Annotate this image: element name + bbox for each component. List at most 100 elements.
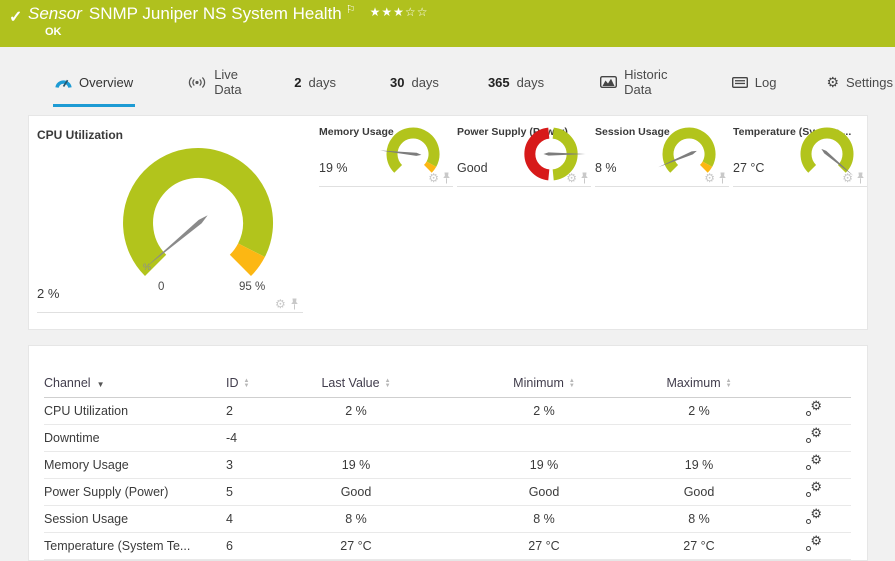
gear-icon[interactable]: ⚙ [842, 171, 853, 185]
pin-icon[interactable] [442, 172, 451, 184]
gauge-tile-memory[interactable]: Memory Usage 19 % ⚙ [319, 116, 453, 206]
broadcast-icon [187, 76, 207, 89]
edit-channel-icon[interactable]: ⚙ [805, 425, 822, 443]
cpu-gauge-arc [123, 147, 273, 277]
sort-desc-icon: ▼ [96, 380, 105, 390]
channel-name[interactable]: Memory Usage [44, 451, 226, 479]
edit-channel-icon[interactable]: ⚙ [805, 480, 822, 497]
priority-stars[interactable]: ★★★☆☆ [369, 5, 429, 19]
tab-label: days [308, 74, 336, 90]
gauge-value: Good [457, 161, 488, 175]
sensor-header: ✓ Sensor SNMP Juniper NS System Health ⚐… [0, 0, 895, 47]
channel-id: 6 [226, 532, 294, 560]
tab-365-days[interactable]: 365 days [486, 60, 546, 107]
small-gear-icon [806, 411, 811, 416]
gear-icon[interactable]: ⚙ [566, 171, 577, 185]
channel-id: 4 [226, 505, 294, 533]
small-gear-icon [806, 519, 811, 524]
tab-overview[interactable]: Overview [53, 60, 136, 107]
gauge-title: Session Usage [595, 126, 670, 138]
cell-spacer [418, 424, 466, 452]
tab-live-data[interactable]: Live Data [185, 60, 256, 107]
gauge-icon [55, 77, 72, 88]
gauge-tile-temperature[interactable]: Temperature (System ... 27 °C ⚙ [733, 116, 867, 206]
channel-name[interactable]: Downtime [44, 424, 226, 452]
channel-name[interactable]: Power Supply (Power) [44, 478, 226, 506]
tile-divider [733, 186, 867, 187]
pin-icon[interactable] [856, 172, 865, 184]
memory-gauge-arc [386, 127, 440, 173]
sort-icon: ▲ ▼ [568, 377, 575, 389]
session-gauge-arc [662, 127, 716, 173]
pin-icon[interactable] [718, 172, 727, 184]
edit-channel-icon[interactable]: ⚙ [805, 399, 822, 416]
tab-2-days[interactable]: 2 days [292, 60, 338, 107]
channel-last-value: 2 % [294, 397, 418, 425]
cell-spacer [418, 532, 466, 560]
tab-30-days[interactable]: 30 days [388, 60, 441, 107]
column-header-minimum[interactable]: Minimum ▲ ▼ [466, 370, 622, 398]
pin-icon[interactable] [580, 172, 589, 184]
tab-number: 2 [294, 74, 302, 90]
channel-last-value [294, 424, 418, 452]
gauge-tile-cpu[interactable]: CPU Utilization % 0 95 % 2 % ⚙ [29, 116, 314, 331]
sensor-tabbar: Overview Live Data 2 days 30 days 365 da… [0, 60, 895, 107]
column-label: Maximum [666, 376, 721, 391]
column-label: Channel [44, 376, 91, 391]
sensor-title: SNMP Juniper NS System Health [88, 4, 342, 23]
edit-channel-icon[interactable]: ⚙ [805, 452, 822, 470]
tile-divider [457, 186, 591, 187]
flag-icon[interactable]: ⚐ [345, 4, 356, 16]
column-header-actions [776, 370, 851, 398]
tile-divider [595, 186, 729, 187]
channel-minimum [466, 424, 622, 452]
table-row: Memory Usage 3 19 % 19 % 19 % ⚙ [44, 451, 851, 479]
tab-label: Historic Data [624, 67, 668, 97]
gear-icon[interactable]: ⚙ [428, 171, 439, 185]
gauge-tile-session[interactable]: Session Usage 8 % ⚙ [595, 116, 729, 206]
sensor-status-badge: OK [45, 26, 62, 38]
gear-icon[interactable]: ⚙ [275, 297, 286, 311]
table-row: CPU Utilization 2 2 % 2 % 2 % ⚙ [44, 397, 851, 425]
gauge-value: 8 % [595, 161, 617, 175]
gauge-value: 2 % [37, 286, 60, 301]
tile-divider [319, 186, 453, 187]
cell-spacer [418, 451, 466, 479]
channel-last-value: 8 % [294, 505, 418, 533]
column-header-id[interactable]: ID ▲ ▼ [226, 370, 294, 398]
small-gear-icon [806, 492, 811, 497]
channel-name[interactable]: Temperature (System Te... [44, 532, 226, 560]
channel-last-value: 19 % [294, 451, 418, 479]
gear-icon[interactable]: ⚙ [704, 171, 715, 185]
temperature-gauge-arc [800, 127, 854, 173]
tab-settings[interactable]: ⚙ Settings [824, 60, 895, 107]
tab-number: 365 [487, 74, 510, 90]
channel-id: 5 [226, 478, 294, 506]
tab-historic-data[interactable]: Historic Data [598, 60, 683, 107]
pin-icon[interactable] [290, 298, 299, 310]
table-row: Session Usage 4 8 % 8 % 8 % ⚙ [44, 505, 851, 533]
status-ok-check-icon: ✓ [9, 9, 23, 26]
cell-spacer [418, 505, 466, 533]
gauge-tile-power[interactable]: Power Supply (Power) Good ⚙ [457, 116, 591, 206]
channel-maximum: 27 °C [622, 532, 776, 560]
gear-icon: ⚙ [810, 425, 822, 440]
gear-icon: ⚙ [810, 452, 822, 467]
edit-channel-icon[interactable]: ⚙ [805, 507, 822, 524]
tab-label: days [411, 74, 439, 90]
channel-maximum: 2 % [622, 397, 776, 425]
small-gear-icon [806, 465, 811, 470]
edit-channel-icon[interactable]: ⚙ [805, 534, 822, 551]
column-header-maximum[interactable]: Maximum ▲ ▼ [622, 370, 776, 398]
tab-log[interactable]: Log [730, 60, 779, 107]
column-label: Last Value [321, 376, 380, 391]
gauge-unit-label: % [143, 262, 152, 272]
channel-name[interactable]: CPU Utilization [44, 397, 226, 425]
channel-name[interactable]: Session Usage [44, 505, 226, 533]
column-header-last-value[interactable]: Last Value ▲ ▼ [294, 370, 418, 398]
tile-divider [37, 312, 303, 313]
table-header-row: Channel ▼ ID ▲ ▼ Last Value ▲ ▼ Minimum ▲ ▼ Max… [44, 370, 851, 398]
gauge-value: 27 °C [733, 161, 765, 175]
column-header-channel[interactable]: Channel ▼ [44, 370, 226, 398]
